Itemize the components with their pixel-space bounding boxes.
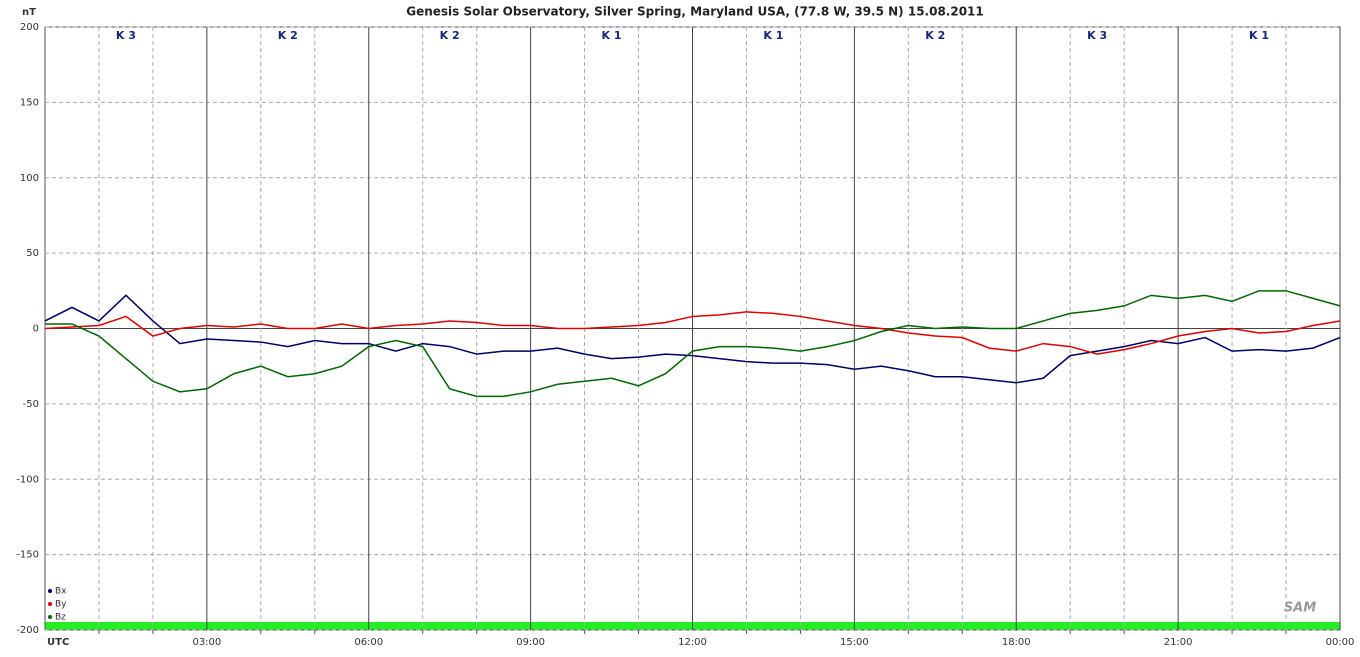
- x-tick-label: 12:00: [678, 637, 707, 648]
- y-tick-label: -200: [16, 625, 39, 636]
- legend-label: Bz: [55, 613, 66, 623]
- k-index-label: K 3: [1087, 29, 1107, 42]
- k-index-label: K 2: [440, 29, 460, 42]
- y-tick-label: -100: [16, 474, 39, 485]
- k-index-label: K 3: [116, 29, 136, 42]
- y-tick-label: 100: [20, 173, 39, 184]
- x-axis-label: UTC: [47, 637, 69, 648]
- k-index-label: K 2: [278, 29, 298, 42]
- logo: SAM: [1284, 601, 1316, 616]
- legend-marker: [48, 602, 52, 606]
- legend-label: By: [55, 600, 67, 610]
- series-line: [44, 294, 1341, 384]
- legend-label: Bx: [55, 587, 67, 597]
- k-index-label: K 1: [602, 29, 622, 42]
- y-tick-label: 0: [33, 324, 39, 335]
- y-tick-label: -50: [23, 399, 39, 410]
- x-tick-label: 03:00: [192, 637, 221, 648]
- series-line: [44, 311, 1341, 355]
- x-tick-label: 18:00: [1002, 637, 1031, 648]
- x-tick-label: 00:00: [1326, 637, 1355, 648]
- series-line: [45, 290, 1341, 398]
- chart-title: Genesis Solar Observatory, Silver Spring…: [406, 5, 984, 19]
- x-tick-label: 15:00: [840, 637, 869, 648]
- y-axis-label: nT: [22, 7, 36, 18]
- y-tick-label: 200: [20, 22, 39, 33]
- k-index-label: K 1: [1249, 29, 1269, 42]
- y-tick-label: 50: [26, 248, 39, 259]
- k-index-label: K 2: [925, 29, 945, 42]
- legend-marker: [48, 589, 52, 593]
- x-tick-label: 06:00: [354, 637, 383, 648]
- k-index-label: K 1: [763, 29, 783, 42]
- x-tick-label: 09:00: [516, 637, 545, 648]
- y-tick-label: 150: [20, 97, 39, 108]
- x-tick-label: 21:00: [1164, 637, 1193, 648]
- legend-marker: [48, 615, 52, 619]
- y-tick-label: -150: [16, 550, 39, 561]
